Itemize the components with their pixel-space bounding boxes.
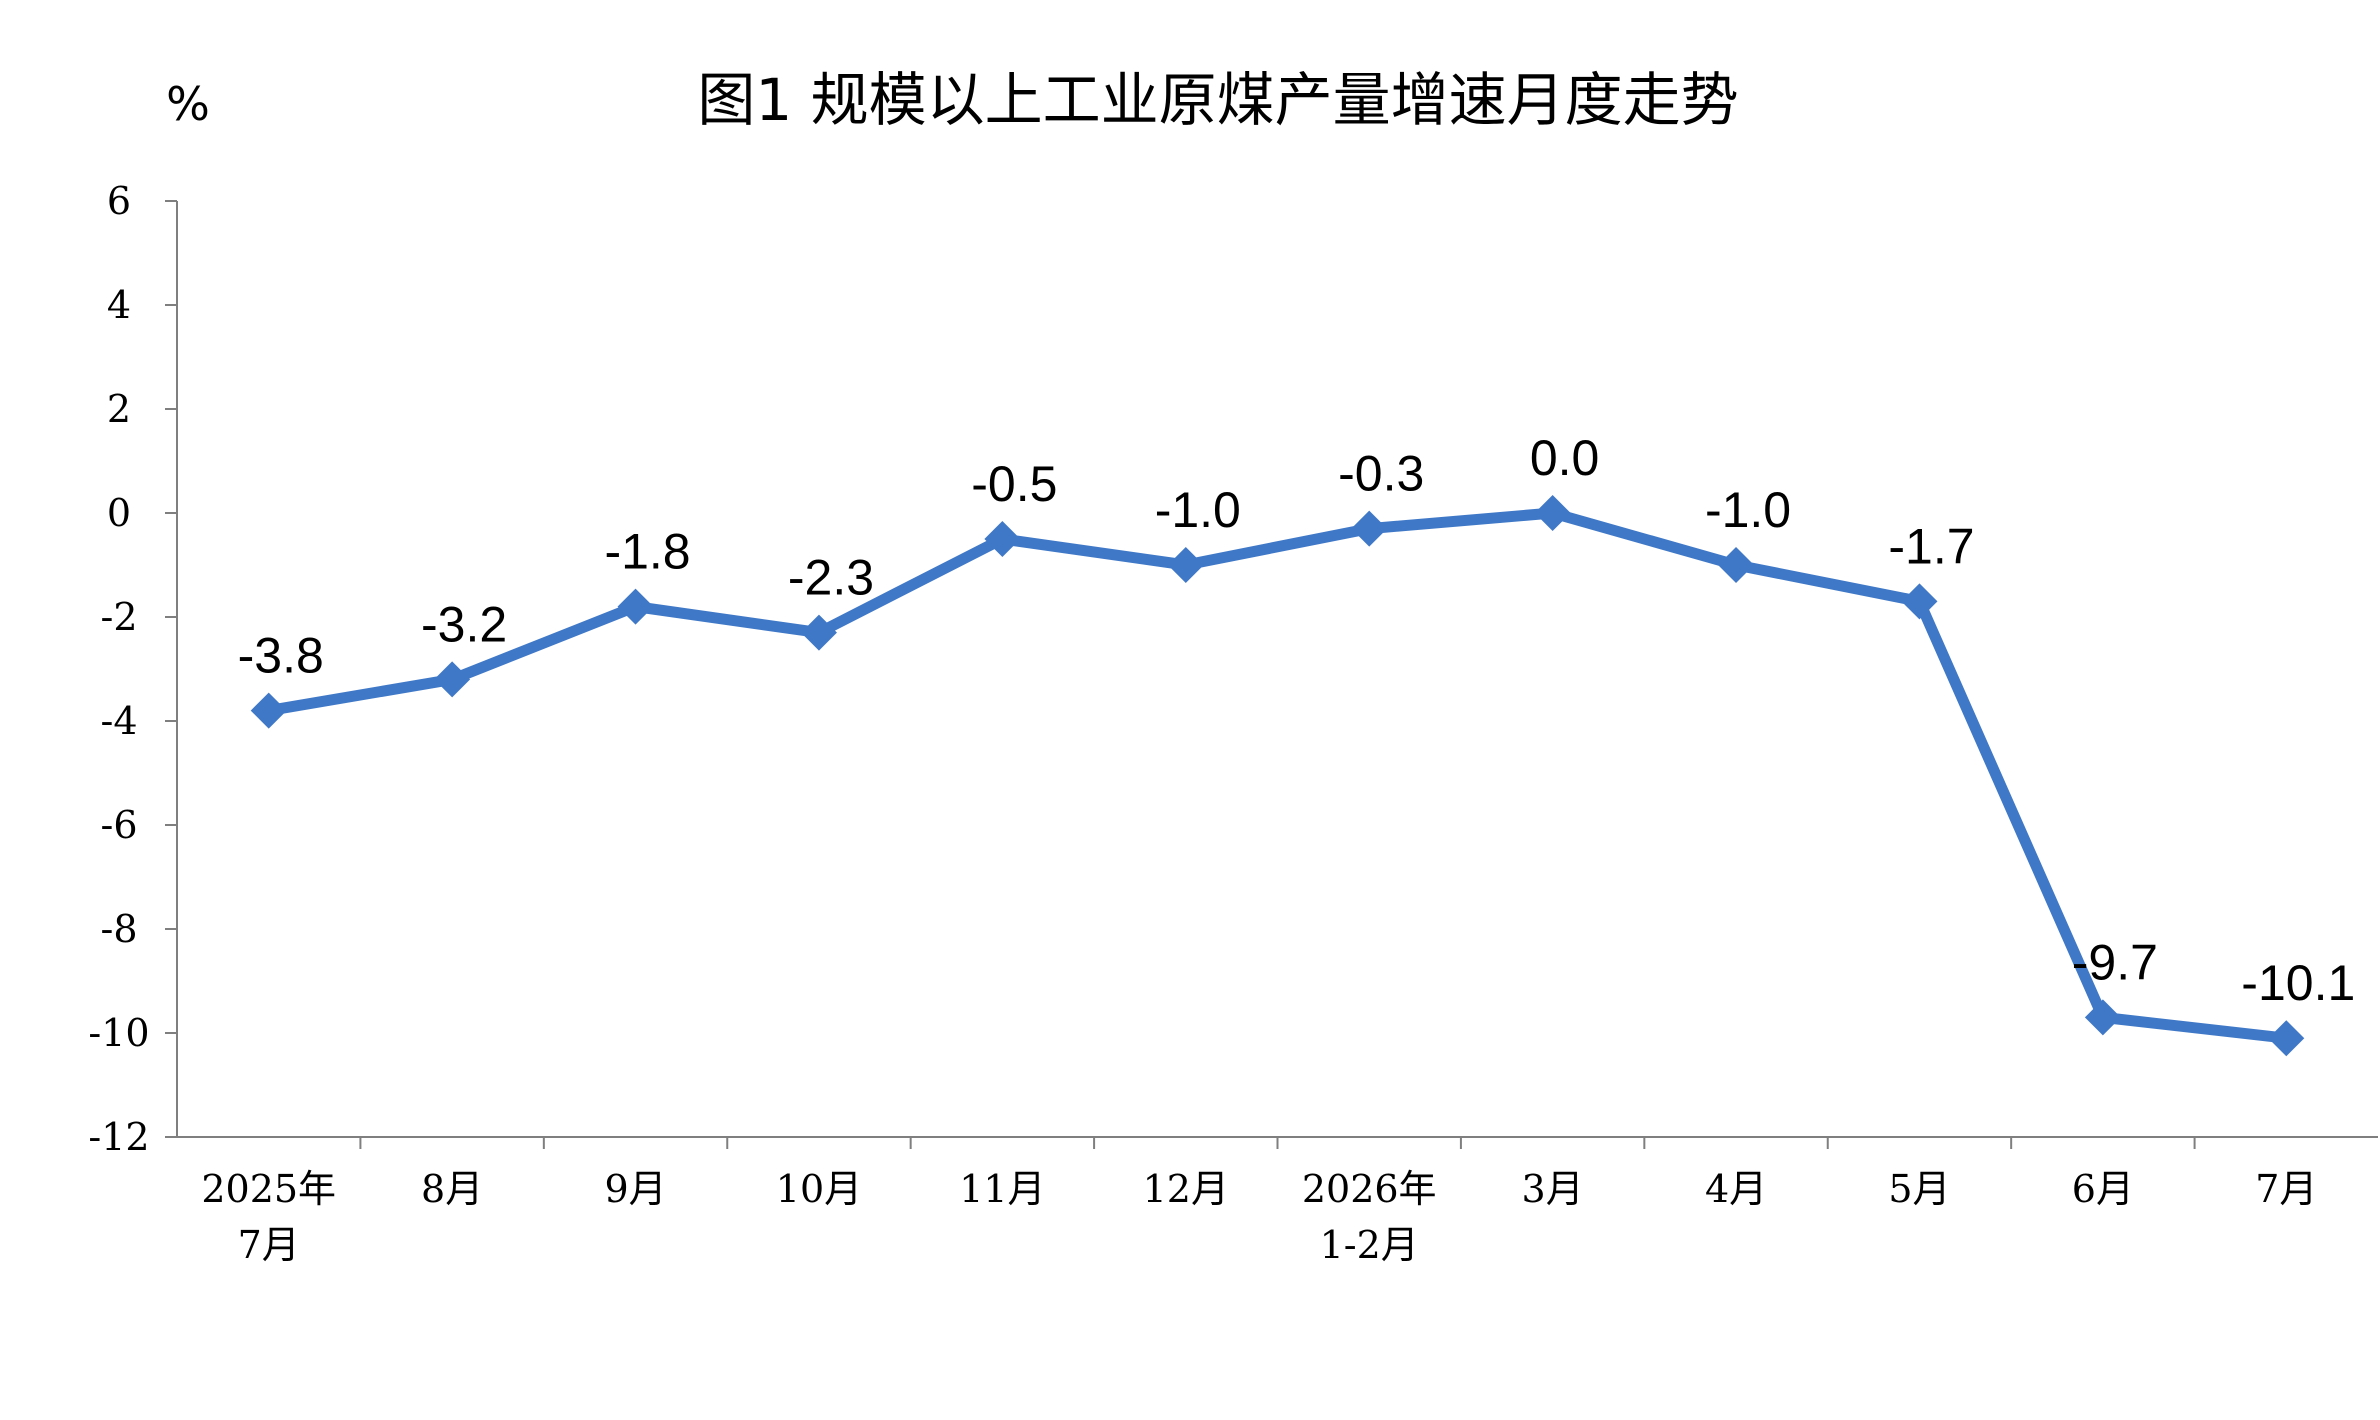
y-tick-label: -6 bbox=[100, 803, 137, 847]
x-tick-label: 10月 bbox=[776, 1167, 862, 1211]
x-tick-label: 8月 bbox=[421, 1167, 483, 1211]
x-tick-label-line: 11月 bbox=[959, 1167, 1045, 1211]
data-label: -1.0 bbox=[1155, 482, 1241, 538]
data-label: -0.5 bbox=[971, 456, 1057, 512]
data-label: -2.3 bbox=[788, 550, 874, 606]
y-tick-label: 4 bbox=[107, 283, 131, 327]
x-axis: 2025年 7月 8月 9月 10月 11月 12月 2026年 1-2月 3月 4月 5月 6月 7月 bbox=[177, 1136, 2378, 1267]
data-point-marker bbox=[2268, 1020, 2305, 1057]
data-point-marker bbox=[434, 661, 471, 698]
data-point-marker bbox=[800, 614, 837, 651]
x-tick-label-line: 4月 bbox=[1705, 1167, 1767, 1211]
x-tick-label: 12月 bbox=[1143, 1167, 1229, 1211]
x-tick-label-line: 12月 bbox=[1143, 1167, 1229, 1211]
data-label: -3.8 bbox=[238, 628, 324, 684]
y-tick-label: 6 bbox=[107, 179, 131, 223]
x-tick-label: 4月 bbox=[1705, 1167, 1767, 1211]
data-label: -10.1 bbox=[2241, 955, 2355, 1011]
y-tick-label: 2 bbox=[107, 387, 131, 431]
x-tick-label: 9月 bbox=[604, 1167, 666, 1211]
x-tick-label-line: 1-2月 bbox=[1320, 1223, 1419, 1267]
x-tick-label-line: 10月 bbox=[776, 1167, 862, 1211]
data-point-marker bbox=[1534, 495, 1571, 531]
x-tick-label: 3月 bbox=[1522, 1167, 1584, 1211]
data-point-marker bbox=[1167, 547, 1204, 583]
data-point-marker bbox=[984, 521, 1021, 557]
y-tick-label: -8 bbox=[100, 907, 137, 951]
x-tick-label: 7月 bbox=[2255, 1167, 2317, 1211]
x-tick-label-line: 6月 bbox=[2072, 1167, 2134, 1211]
data-label: 0.0 bbox=[1530, 430, 1600, 486]
y-tick-label: -12 bbox=[88, 1115, 149, 1159]
y-tick-label: -10 bbox=[88, 1011, 149, 1055]
x-tick-label: 5月 bbox=[1888, 1167, 1950, 1211]
data-point-marker bbox=[250, 692, 287, 729]
x-tick-label: 2026年 1-2月 bbox=[1302, 1167, 1437, 1267]
data-label: -1.7 bbox=[1888, 518, 1974, 574]
x-tick-label-line: 7月 bbox=[238, 1223, 300, 1267]
data-point-marker bbox=[2084, 999, 2121, 1036]
data-point-marker bbox=[1901, 583, 1938, 620]
x-tick-label: 6月 bbox=[2072, 1167, 2134, 1211]
x-tick-label-line: 8月 bbox=[421, 1167, 483, 1211]
data-label: -3.2 bbox=[421, 596, 507, 652]
y-tick-label: -4 bbox=[100, 699, 137, 743]
x-tick-label: 11月 bbox=[959, 1167, 1045, 1211]
data-point-marker bbox=[1718, 547, 1755, 583]
x-tick-label-line: 2025年 bbox=[201, 1167, 336, 1211]
x-tick-label: 2025年 7月 bbox=[201, 1167, 336, 1267]
data-point-marker bbox=[1351, 510, 1388, 547]
data-label: -9.7 bbox=[2072, 934, 2158, 990]
data-point-marker bbox=[617, 588, 654, 625]
y-tick-label: 0 bbox=[107, 491, 131, 535]
series-group: -3.8 -3.2 -1.8 -2.3 -0.5 -1.0 -0.3 0.0 -1.0 -1.7 -… bbox=[238, 430, 2355, 1057]
chart-title: 图1 规模以上工业原煤产量增速月度走势 bbox=[697, 66, 1738, 134]
y-axis: 6 4 2 0 -2 -4 -6 -8 -10 -12 bbox=[88, 179, 178, 1159]
y-tick-label: -2 bbox=[100, 595, 137, 639]
series-line bbox=[263, 507, 2292, 1044]
data-label: -1.0 bbox=[1705, 482, 1791, 538]
x-tick-label-line: 5月 bbox=[1888, 1167, 1950, 1211]
data-label: -1.8 bbox=[604, 524, 690, 580]
x-tick-label-line: 3月 bbox=[1522, 1167, 1584, 1211]
y-axis-unit: % bbox=[166, 77, 210, 131]
data-label: -0.3 bbox=[1338, 446, 1424, 502]
x-tick-label-line: 7月 bbox=[2255, 1167, 2317, 1211]
x-tick-label-line: 2026年 bbox=[1302, 1167, 1437, 1211]
x-tick-label-line: 9月 bbox=[604, 1167, 666, 1211]
